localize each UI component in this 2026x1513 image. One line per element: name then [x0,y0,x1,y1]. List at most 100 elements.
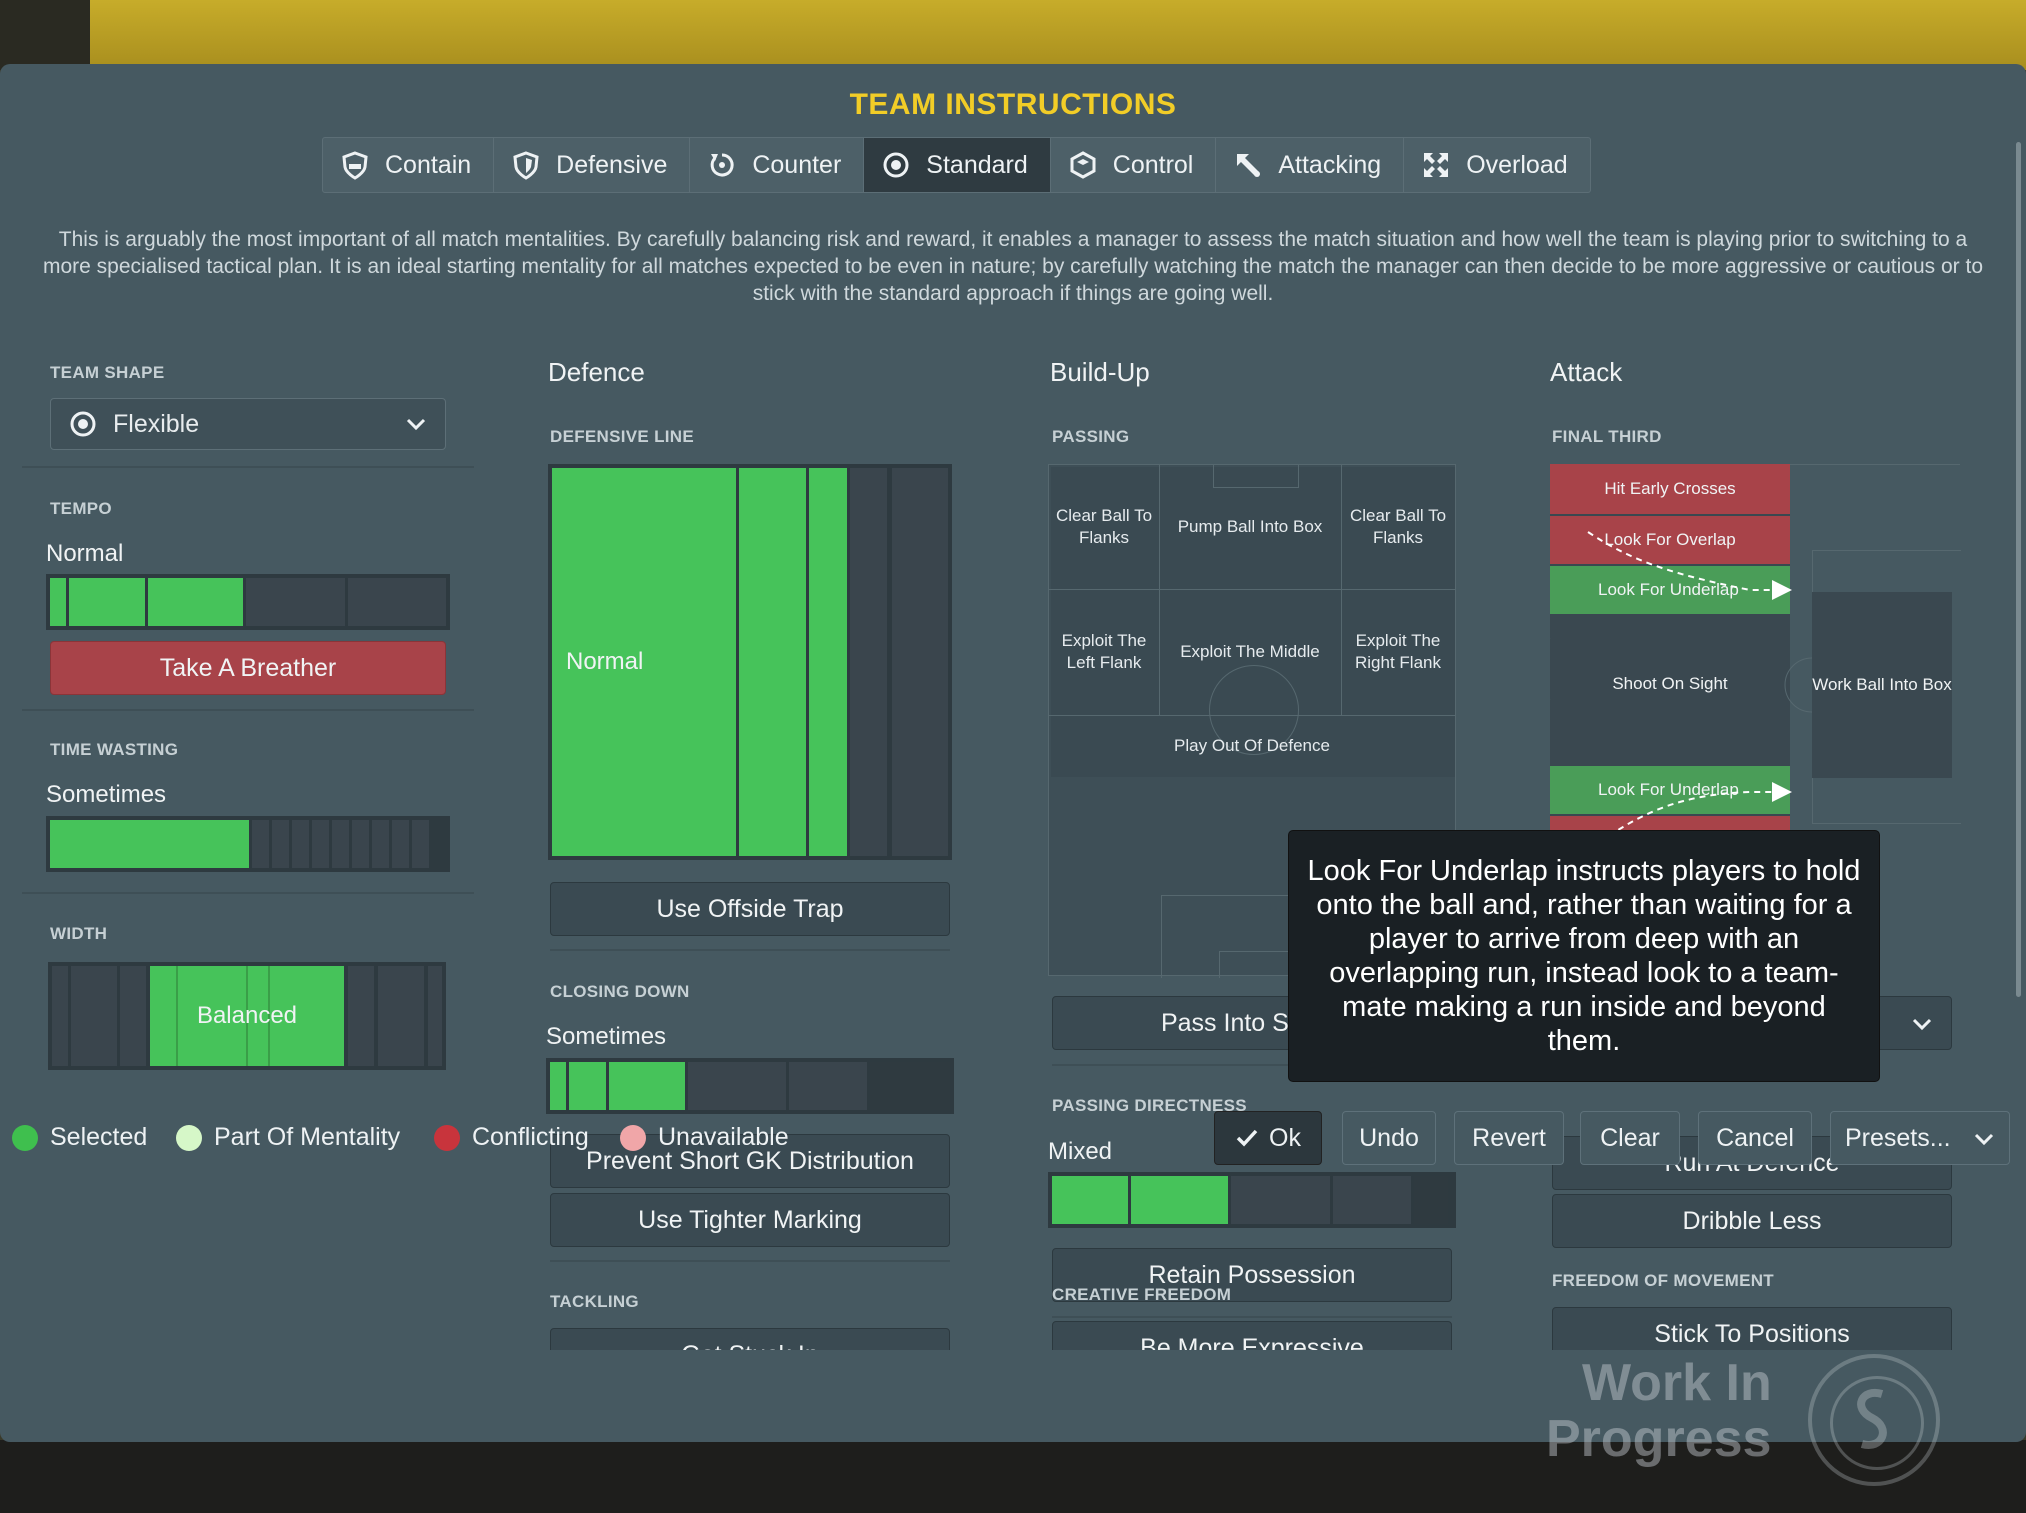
passing-label: PASSING [1052,427,1130,446]
shield-hand-icon [339,149,371,181]
scrollbar[interactable] [2016,142,2021,997]
legend-part-of-mentality: Part Of Mentality [176,1123,400,1152]
creative-clip: Be More Expressive [1052,1321,1452,1350]
be-more-expressive-button[interactable]: Be More Expressive [1052,1321,1452,1350]
creative-freedom-label: CREATIVE FREEDOM [1052,1285,1232,1304]
stick-to-positions-button[interactable]: Stick To Positions [1552,1307,1952,1350]
bottom-bar [0,1440,2026,1513]
tab-attacking[interactable]: Attacking [1216,138,1405,192]
passing-directness-slider[interactable] [1048,1172,1456,1228]
counter-arrow-icon [706,149,738,181]
tab-label: Control [1112,150,1194,179]
legend-conflicting: Conflicting [434,1123,589,1152]
legend-selected: Selected [12,1123,147,1152]
tab-label: Defensive [556,150,668,179]
overload-arrows-icon [1420,149,1452,181]
underlap-arrow-icon [1550,531,1813,843]
watermark-line1: Work In [1582,1354,1772,1412]
final-third-pitch: Hit Early Crosses Look For Overlap Look … [1550,464,1961,894]
clear-ball-to-flanks-right[interactable]: Clear Ball To Flanks [1349,506,1447,547]
look-for-underlap-top[interactable]: Look For Underlap [1550,566,1790,614]
team-shape-dropdown[interactable]: Flexible [50,398,446,450]
team-shape-value: Flexible [113,409,200,438]
pump-ball-into-box[interactable]: Pump Ball Into Box [1177,517,1323,536]
defence-title: Defence [548,357,645,387]
pink-dot-icon [620,1124,646,1151]
width-slider[interactable]: Balanced [48,962,446,1070]
exploit-the-middle[interactable]: Exploit The Middle [1180,642,1320,661]
defensive-line-label: DEFENSIVE LINE [550,427,695,446]
time-wasting-value: Sometimes [46,781,167,808]
closing-down-label: CLOSING DOWN [550,982,690,1001]
tab-label: Attacking [1278,150,1382,179]
chevron-down-icon [1911,1013,1933,1042]
freedom-of-movement-label: FREEDOM OF MOVEMENT [1552,1271,1774,1290]
chevron-down-icon [405,413,427,442]
dribble-less-button[interactable]: Dribble Less [1552,1194,1952,1248]
final-third-label: FINAL THIRD [1552,427,1662,446]
legend-unavailable: Unavailable [620,1123,789,1152]
attack-arrow-icon [1232,149,1264,181]
team-shape-label: TEAM SHAPE [50,363,165,382]
green-dot-icon [12,1124,38,1151]
clear-button[interactable]: Clear [1580,1111,1680,1165]
take-a-breather-button[interactable]: Take A Breather [50,641,446,695]
mentality-tabs: Contain Defensive Counter Standard Contr… [322,137,1591,193]
exploit-left-flank[interactable]: Exploit The Left Flank [1061,631,1147,672]
tab-overload[interactable]: Overload [1404,138,1589,192]
divider [1052,1316,1452,1318]
play-out-of-defence[interactable]: Play Out Of Defence [1174,736,1330,755]
closing-down-slider[interactable] [546,1058,954,1114]
target-icon [69,410,97,438]
clear-ball-to-flanks-left[interactable]: Clear Ball To Flanks [1055,506,1153,547]
time-wasting-slider[interactable] [46,816,450,872]
retain-possession-button[interactable]: Retain Possession [1052,1248,1452,1302]
revert-button[interactable]: Revert [1454,1111,1564,1165]
hit-early-crosses[interactable]: Hit Early Crosses [1550,464,1790,514]
width-value: Balanced [196,1002,298,1029]
presets-button[interactable]: Presets... [1830,1111,2010,1165]
use-offside-trap-button[interactable]: Use Offside Trap [550,882,950,936]
tab-label: Standard [926,150,1028,179]
top-bar [0,0,2026,70]
ok-button[interactable]: Ok [1214,1111,1322,1165]
work-ball-into-box[interactable]: Work Ball Into Box [1812,675,1952,694]
sports-interactive-seal [1808,1354,1940,1486]
presets-label: Presets... [1845,1123,1951,1152]
target-icon [880,149,912,181]
tooltip-text: Look For Underlap instructs players to h… [1307,855,1861,1057]
freedom-clip: Stick To Positions [1552,1307,1952,1350]
ok-label: Ok [1269,1123,1301,1152]
legend-label: Unavailable [658,1123,789,1151]
look-for-overlap[interactable]: Look For Overlap [1550,516,1790,564]
defensive-line-slider[interactable]: Normal [548,464,952,860]
buildup-title: Build-Up [1050,357,1150,387]
get-stuck-in-button[interactable]: Get Stuck In [550,1328,950,1350]
tab-standard[interactable]: Standard [864,138,1051,192]
tab-counter[interactable]: Counter [690,138,865,192]
legend-label: Conflicting [472,1123,589,1151]
tab-control[interactable]: Control [1051,138,1217,192]
undo-button[interactable]: Undo [1342,1111,1436,1165]
shoot-on-sight[interactable]: Shoot On Sight [1612,674,1728,693]
passing-pitch: Clear Ball To Flanks Pump Ball Into Box … [1048,464,1456,978]
tab-defensive[interactable]: Defensive [494,138,691,192]
tab-contain[interactable]: Contain [323,138,495,192]
cancel-button[interactable]: Cancel [1698,1111,1812,1165]
tooltip: Look For Underlap instructs players to h… [1288,830,1880,1082]
legend-label: Part Of Mentality [214,1123,401,1151]
control-icon [1067,149,1099,181]
divider [550,1260,950,1262]
prevent-short-gk-distribution-button[interactable]: Prevent Short GK Distribution [550,1134,950,1188]
tab-label: Counter [752,150,842,179]
legend-label: Selected [50,1123,148,1151]
light-green-dot-icon [176,1124,202,1151]
tempo-slider[interactable] [46,574,450,630]
use-tighter-marking-button[interactable]: Use Tighter Marking [550,1193,950,1247]
exploit-right-flank[interactable]: Exploit The Right Flank [1355,631,1441,672]
watermark-line2: Progress [1546,1410,1772,1468]
tackling-clip: Get Stuck In [550,1328,950,1350]
chevron-down-icon [1973,1128,1995,1157]
passing-directness-label: PASSING DIRECTNESS [1052,1096,1247,1115]
closing-down-value: Sometimes [546,1023,667,1050]
